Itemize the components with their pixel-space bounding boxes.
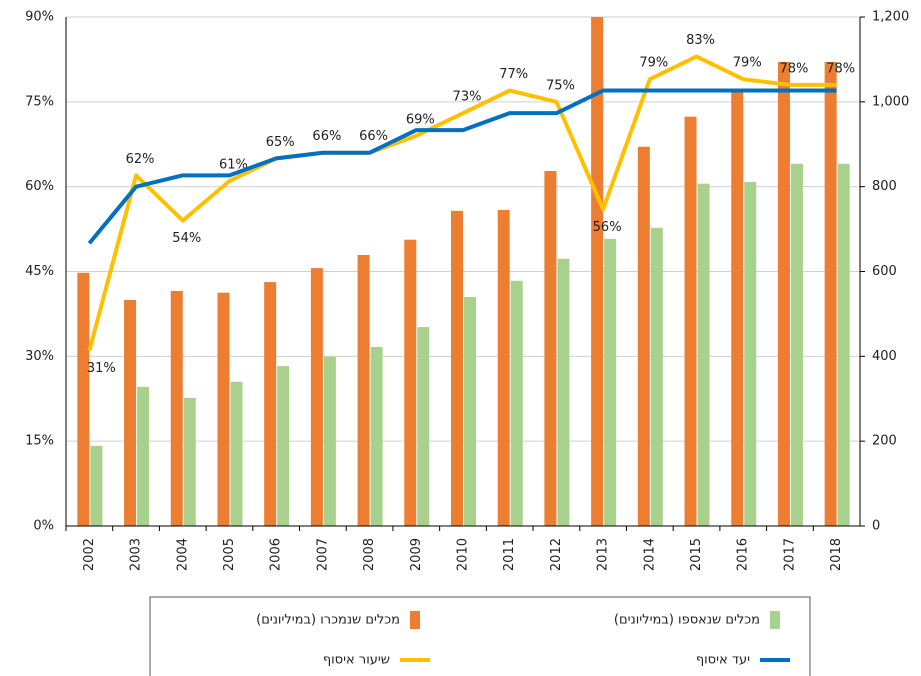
x-tick-label: 2017	[782, 538, 797, 571]
legend-box	[149, 596, 811, 676]
x-tick-label: 2018	[829, 538, 844, 571]
x-tick-label: 2011	[502, 538, 517, 571]
bar	[650, 227, 663, 526]
y2-tick-label: 0	[872, 519, 880, 534]
x-tick-label: 2008	[362, 538, 377, 571]
bar	[230, 381, 243, 526]
bar	[731, 90, 744, 526]
bar	[637, 146, 650, 526]
bar	[544, 170, 557, 526]
legend-label: שיעור איסוף	[323, 653, 390, 668]
line	[87, 88, 837, 245]
bar	[744, 182, 757, 526]
data-label: 54%	[172, 231, 201, 246]
x-tick-label: 2007	[315, 538, 330, 571]
y-tick-label: 0%	[33, 519, 54, 534]
plot-area	[77, 17, 850, 526]
bar	[77, 272, 90, 526]
data-label: 69%	[406, 112, 435, 127]
bar	[357, 254, 370, 526]
bar	[790, 163, 803, 526]
bar	[417, 327, 430, 526]
data-label: 73%	[453, 90, 482, 105]
x-tick-label: 2009	[409, 538, 424, 571]
x-tick-label: 2013	[596, 538, 611, 571]
data-label: 31%	[87, 361, 116, 376]
data-label: 62%	[126, 152, 155, 167]
legend-marker	[410, 611, 420, 629]
legend-marker	[770, 611, 780, 629]
bar	[170, 291, 183, 526]
x-tick-label: 2012	[549, 538, 564, 571]
bar	[264, 282, 277, 526]
bar	[837, 163, 850, 526]
x-tick-label: 2005	[222, 538, 237, 571]
data-label: 56%	[593, 220, 622, 235]
bar	[124, 299, 137, 526]
data-label: 61%	[219, 158, 248, 173]
data-label: 78%	[826, 61, 855, 76]
bar	[277, 366, 290, 526]
legend-label: מכלים שנאספו (במיליונים)	[614, 613, 760, 628]
data-label: 75%	[546, 78, 575, 93]
data-label: 78%	[779, 61, 808, 76]
bar	[137, 386, 150, 526]
legend-label: מכלים שנמכרו (במיליונים)	[256, 613, 400, 628]
x-tick-label: 2010	[456, 538, 471, 571]
x-tick-label: 2016	[736, 538, 751, 571]
y-tick-label: 60%	[25, 179, 54, 194]
x-tick-label: 2004	[175, 538, 190, 571]
bar	[464, 296, 476, 526]
x-tick-label: 2006	[269, 538, 284, 571]
bar	[510, 280, 523, 526]
bar	[684, 116, 697, 526]
x-tick-label: 2003	[129, 538, 144, 571]
bar	[323, 356, 336, 526]
data-label: 79%	[639, 56, 668, 71]
bar	[557, 258, 570, 526]
bar	[604, 238, 617, 526]
y2-tick-label: 800	[872, 179, 897, 194]
y2-tick-label: 1,000	[872, 94, 909, 109]
bar	[824, 61, 837, 526]
bar	[497, 209, 510, 526]
data-label: 79%	[733, 56, 762, 71]
y2-tick-label: 400	[872, 349, 897, 364]
y-tick-label: 30%	[25, 349, 54, 364]
bar	[217, 292, 230, 526]
data-label: 66%	[359, 129, 388, 144]
y-tick-label: 15%	[25, 434, 54, 449]
x-tick-label: 2014	[642, 538, 657, 571]
data-label: 65%	[266, 135, 295, 150]
bar	[404, 239, 417, 526]
y-tick-label: 45%	[25, 264, 54, 279]
bar	[90, 445, 103, 526]
bar	[451, 210, 463, 526]
line	[87, 54, 837, 352]
y2-tick-label: 1,200	[872, 10, 909, 25]
data-label: 83%	[686, 33, 715, 48]
y2-tick-label: 600	[872, 264, 897, 279]
bar	[183, 397, 196, 526]
bar	[370, 347, 383, 526]
legend-label: יעד איסוף	[696, 653, 750, 668]
x-tick-label: 2002	[82, 538, 97, 571]
bar	[697, 183, 710, 526]
bar	[591, 17, 604, 526]
y-tick-label: 90%	[25, 10, 54, 25]
data-label: 77%	[499, 67, 528, 82]
y2-tick-label: 200	[872, 434, 897, 449]
bar	[777, 61, 790, 526]
bar	[310, 268, 323, 526]
x-tick-label: 2015	[689, 538, 704, 571]
data-label: 66%	[312, 129, 341, 144]
y-tick-label: 75%	[25, 94, 54, 109]
